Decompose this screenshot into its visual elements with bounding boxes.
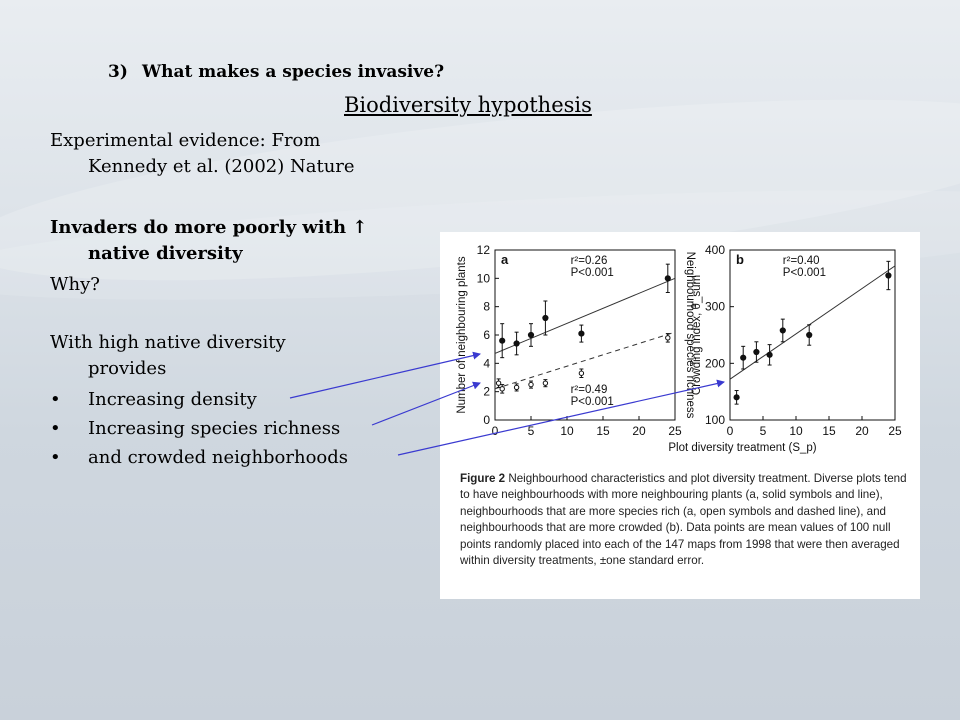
data-point [766, 351, 773, 358]
data-point [528, 381, 534, 388]
fit-line [494, 277, 676, 354]
x-tick-label: 5 [528, 424, 535, 438]
data-point [527, 331, 535, 339]
data-point [578, 330, 585, 337]
claim-text: Invaders do more poorly with ↑ native di… [50, 215, 367, 267]
y-axis-label: Crowding index, θ_sum [691, 275, 703, 395]
x-tick-label: 0 [492, 424, 499, 438]
figure-charts: 0 5 10 15 20 25 0 2 4 6 8 10 12 a Number of neighbouri… [456, 243, 902, 454]
p-value-label: P<0.001 [571, 396, 614, 408]
provides-line: With high native diversity [50, 332, 286, 353]
data-point [542, 380, 549, 386]
y-axis-label: Number of neighbouring plants [456, 256, 468, 414]
figure-image: 0 5 10 15 20 25 0 2 4 6 8 10 12 a Number of neighbouri… [440, 232, 920, 599]
y-tick-label: 0 [483, 413, 490, 427]
x-tick-label: 25 [888, 424, 902, 438]
data-point [753, 348, 760, 356]
y-tick-label: 2 [483, 385, 490, 399]
x-tick-label: 15 [822, 424, 836, 438]
provides-text: With high native diversity provides [50, 330, 286, 382]
data-point [806, 331, 813, 339]
data-point [740, 354, 747, 361]
x-tick-label: 5 [760, 424, 767, 438]
y-tick-label: 200 [705, 356, 725, 370]
p-value-label: P<0.001 [783, 267, 826, 279]
y-tick-label: 400 [705, 243, 725, 257]
x-tick-label: 25 [668, 424, 682, 438]
x-tick-label: 20 [632, 424, 646, 438]
claim-line: Invaders do more poorly with ↑ [50, 217, 368, 238]
r-squared-label: r²=0.49 [571, 384, 608, 396]
p-value-label: P<0.001 [571, 267, 614, 279]
panel-label: b [736, 252, 744, 267]
x-tick-label: 0 [727, 424, 734, 438]
heading-number: 3) [108, 62, 128, 82]
fit-line [729, 265, 896, 380]
caption-label: Figure 2 [460, 472, 506, 485]
caption-text: Neighbourhood characteristics and plot d… [460, 472, 907, 568]
fit-line [494, 331, 676, 390]
x-tick-label: 10 [789, 424, 803, 438]
y-tick-label: 10 [477, 271, 491, 285]
evidence-line: Kennedy et al. (2002) Nature [88, 156, 355, 177]
y-tick-label: 100 [705, 413, 725, 427]
data-point [513, 384, 520, 391]
bullet-item: and crowded neighborhoods [50, 443, 348, 472]
data-point [499, 386, 505, 392]
provides-line: provides [88, 358, 167, 379]
y-axis-label-right: Neighbourhood species richness [684, 252, 696, 419]
y-tick-label: 4 [483, 356, 490, 370]
y-tick-label: 8 [483, 300, 490, 314]
figure-caption: Figure 2 Neighbourhood characteristics a… [460, 471, 915, 569]
r-squared-label: r²=0.40 [783, 255, 820, 267]
y-tick-label: 12 [477, 243, 491, 257]
y-tick-label: 6 [483, 328, 490, 342]
bullet-item: Increasing density [50, 385, 348, 414]
bullet-item: Increasing species richness [50, 414, 348, 443]
evidence-text: Experimental evidence: From Kennedy et a… [50, 128, 355, 180]
data-point [665, 335, 671, 341]
panel-label: a [501, 252, 509, 267]
data-point [733, 394, 740, 401]
data-point [513, 340, 520, 347]
x-tick-label: 10 [560, 424, 574, 438]
why-text: Why? [50, 274, 100, 295]
evidence-line: Experimental evidence: From [50, 130, 321, 151]
bullet-list: Increasing density Increasing species ri… [50, 385, 348, 472]
slide-subtitle: Biodiversity hypothesis [344, 93, 592, 117]
data-point [495, 380, 502, 386]
slide-heading: 3) What makes a species invasive? [108, 62, 444, 82]
heading-text: What makes a species invasive? [142, 62, 445, 82]
data-point [885, 272, 892, 279]
data-point [664, 275, 671, 282]
data-point [542, 314, 549, 322]
plot-frame [729, 249, 896, 421]
x-tick-label: 20 [855, 424, 869, 438]
claim-line: native diversity [88, 243, 243, 264]
x-axis-label: Plot diversity treatment (S_p) [668, 442, 816, 454]
x-tick-label: 15 [596, 424, 610, 438]
y-tick-label: 300 [705, 300, 725, 314]
data-point [779, 327, 786, 334]
data-point [499, 337, 506, 344]
data-point [578, 370, 585, 376]
r-squared-label: r²=0.26 [571, 255, 608, 267]
